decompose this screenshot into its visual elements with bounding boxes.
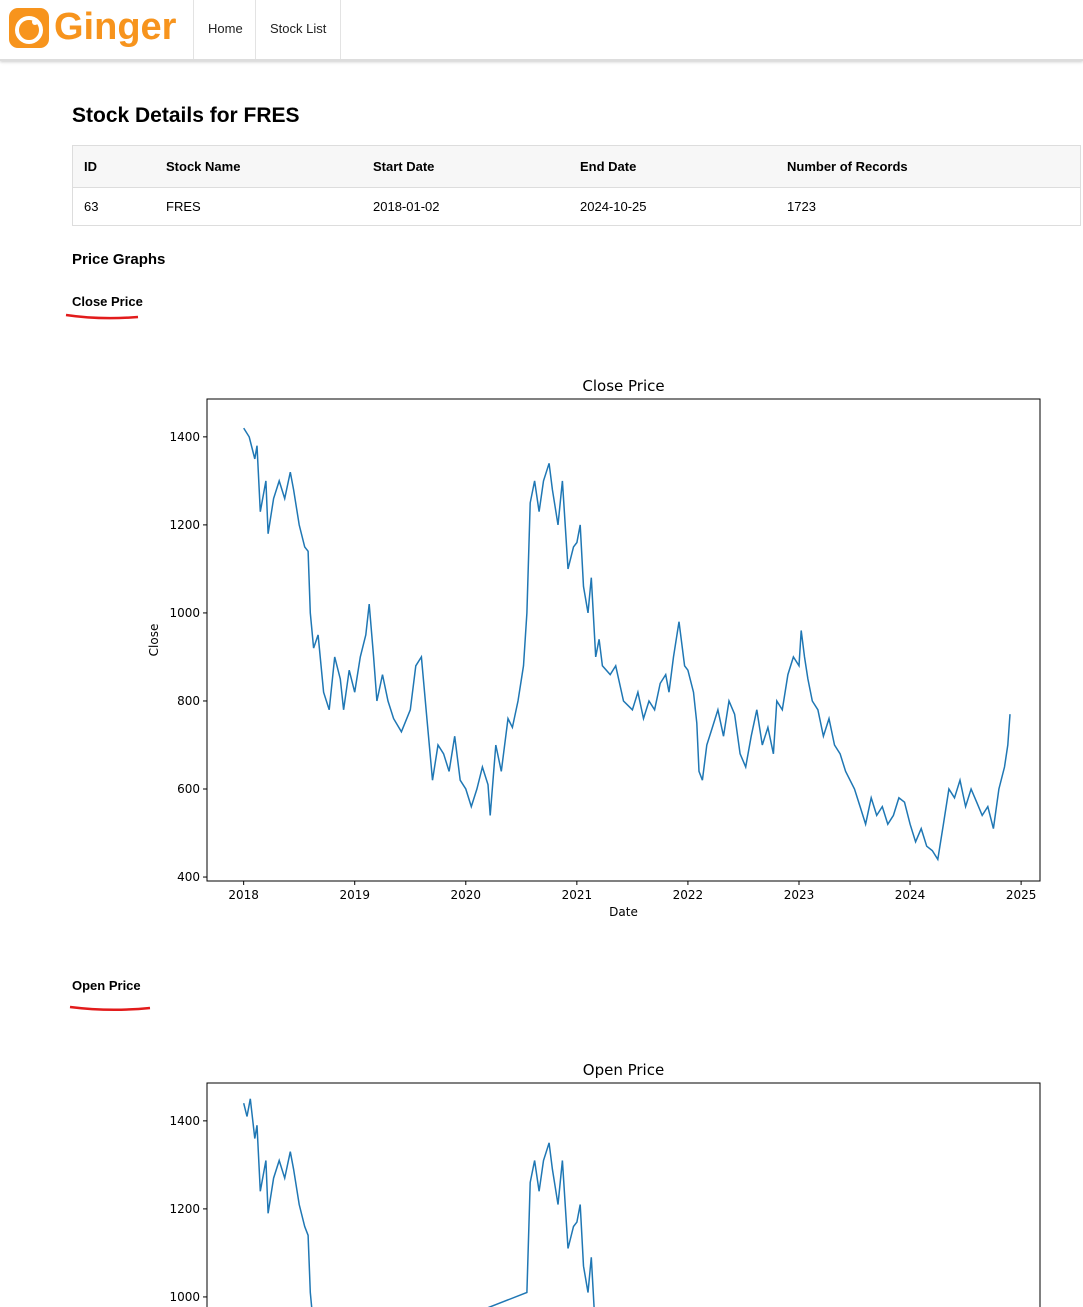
- x-tick-label: 2019: [339, 888, 370, 902]
- x-tick-label: 2025: [1006, 888, 1037, 902]
- x-tick-label: 2018: [228, 888, 259, 902]
- th: ID: [72, 145, 155, 188]
- td: FRES: [166, 199, 201, 214]
- x-tick-label: 2024: [895, 888, 926, 902]
- y-tick-label: 800: [177, 694, 200, 708]
- page-title: Stock Details for FRES: [72, 104, 300, 127]
- x-tick-label: 2023: [784, 888, 815, 902]
- th: End Date: [569, 145, 776, 188]
- td: 63: [84, 199, 99, 214]
- y-axis-label: Close: [147, 624, 161, 657]
- y-tick-label: 1000: [169, 1290, 200, 1304]
- y-tick-label: 1200: [169, 1202, 200, 1216]
- annotation: [69, 1005, 151, 1012]
- th: Start Date: [362, 145, 569, 188]
- y-tick-label: 1400: [169, 430, 200, 444]
- y-tick-label: 1400: [169, 1114, 200, 1128]
- y-tick-label: 400: [177, 870, 200, 884]
- nav-link[interactable]: Stock List: [255, 0, 342, 59]
- x-axis-label: Date: [609, 905, 638, 919]
- price-line: [243, 427, 1011, 862]
- x-tick-label: 2020: [451, 888, 482, 902]
- nav-link[interactable]: Home: [193, 0, 257, 59]
- graph-heading: Close Price: [72, 294, 143, 309]
- logo: [9, 8, 49, 48]
- brand[interactable]: Ginger: [54, 6, 177, 48]
- y-tick-label: 600: [177, 782, 200, 796]
- price-line: [242, 1098, 595, 1307]
- th: Stock Name: [155, 145, 362, 188]
- navbar: Ginger Home Stock List: [0, 0, 1083, 61]
- chart-title: Open Price: [583, 1061, 664, 1079]
- details-table: ID Stock Name Start Date End Date Number of …: [72, 145, 1081, 226]
- th: Number of Records: [776, 145, 1081, 188]
- td: 2018-01-02: [373, 199, 440, 214]
- chart: Close Price 400 600 800 1000 1200 1400 2018 2019…: [147, 377, 1041, 919]
- annotation: [65, 313, 139, 320]
- axes-frame: [206, 1082, 1041, 1307]
- chart: Open Price 1000 1200 1400: [169, 1061, 1041, 1307]
- chart-title: Close Price: [582, 377, 664, 395]
- td: 1723: [787, 199, 816, 214]
- y-tick-label: 1000: [169, 606, 200, 620]
- x-tick-label: 2021: [562, 888, 593, 902]
- y-tick-label: 1200: [169, 518, 200, 532]
- section-title: Price Graphs: [72, 251, 166, 268]
- graph-heading: Open Price: [72, 978, 141, 993]
- x-tick-label: 2022: [673, 888, 704, 902]
- td: 2024-10-25: [580, 199, 647, 214]
- axes-frame: [206, 398, 1041, 882]
